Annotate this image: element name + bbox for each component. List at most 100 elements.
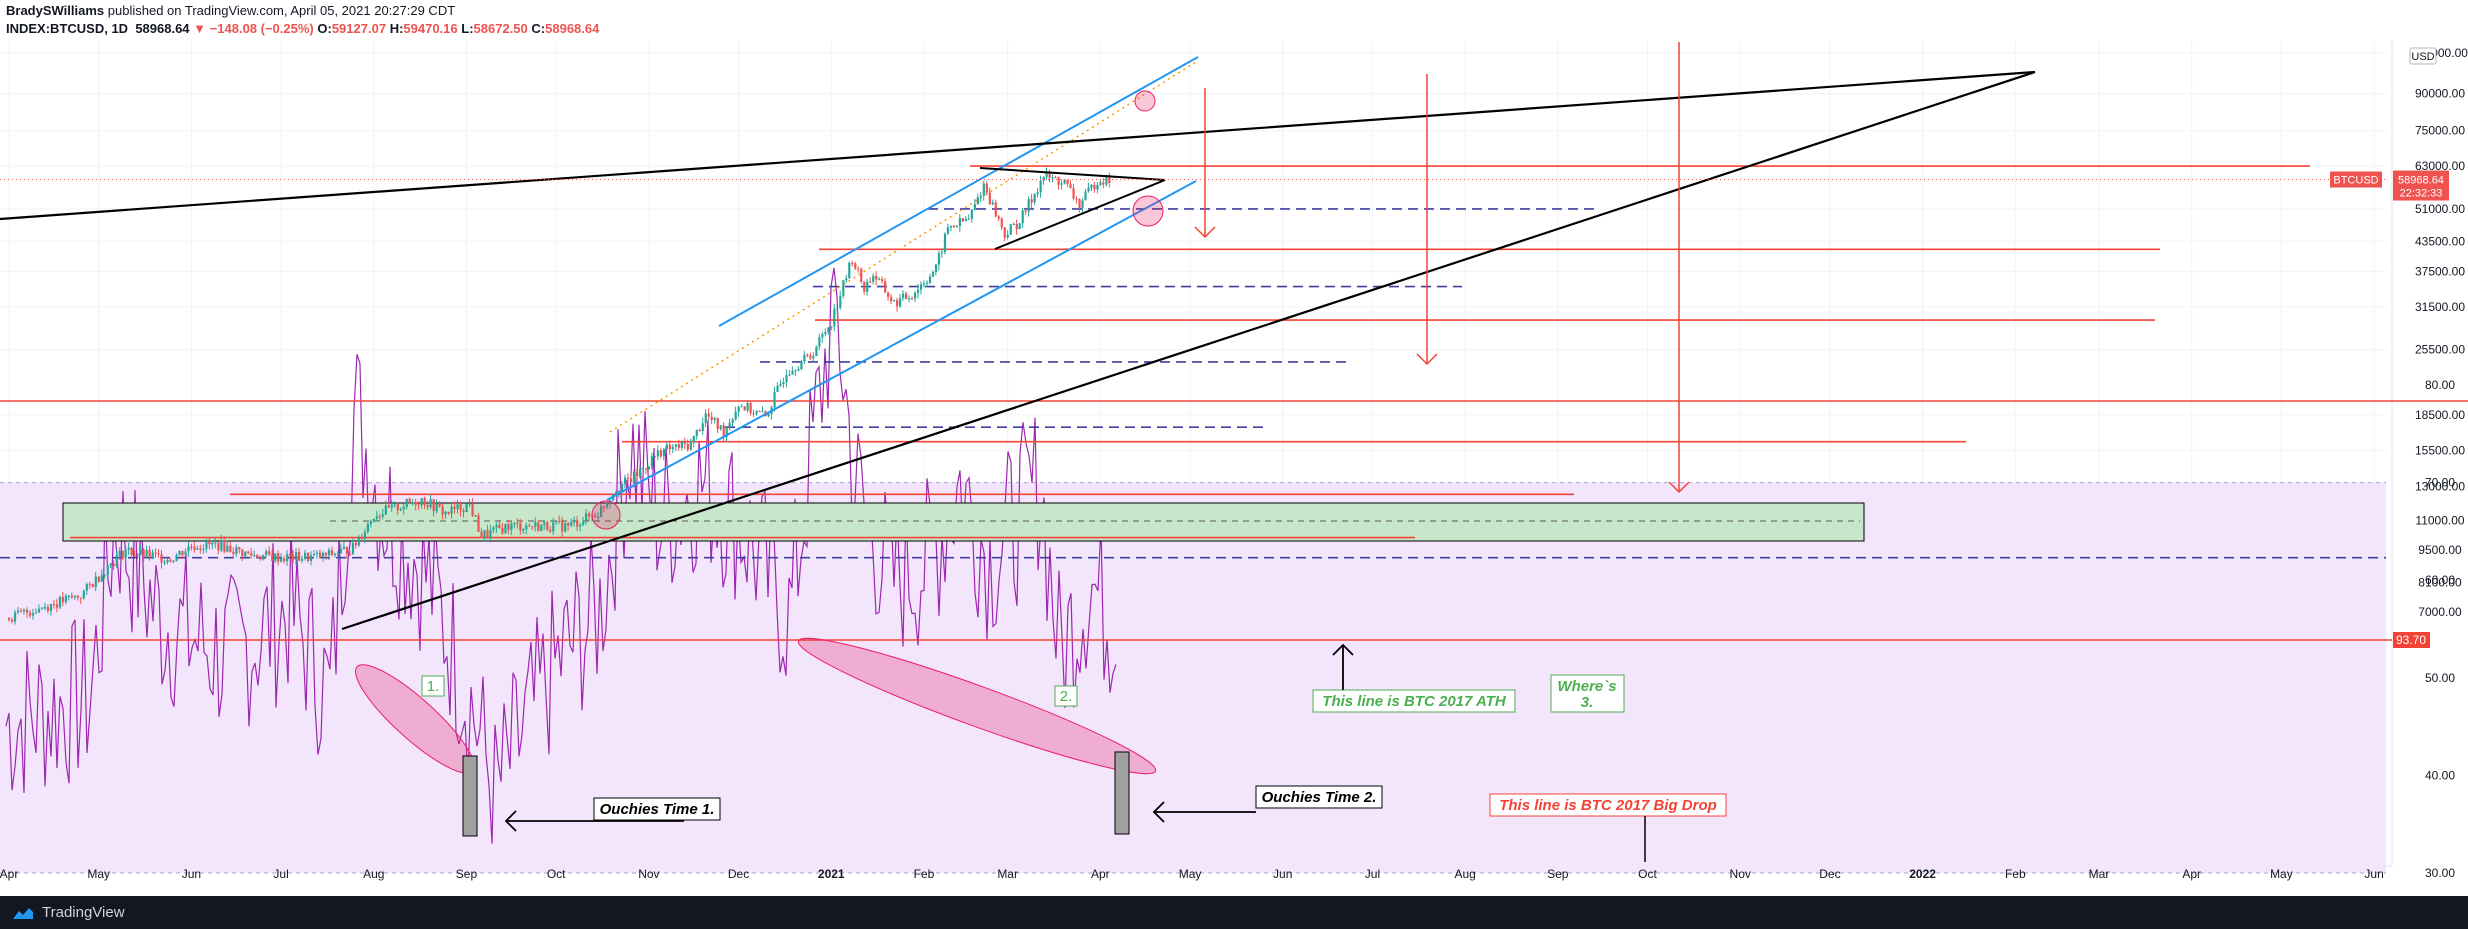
candle-body xyxy=(851,262,854,264)
candle-body xyxy=(468,503,471,505)
candle-body xyxy=(899,298,902,307)
candle-body xyxy=(683,441,686,444)
candle-body xyxy=(644,468,648,470)
candle-body xyxy=(854,263,857,269)
candle-body xyxy=(295,552,298,560)
candle-body xyxy=(507,524,510,530)
candle-body xyxy=(558,520,561,522)
price-tick-label: 90000.00 xyxy=(2415,87,2465,101)
symbol-tag xyxy=(2330,171,2382,188)
candle-body xyxy=(477,515,480,532)
candle-body xyxy=(312,554,316,556)
candle-body xyxy=(483,530,486,538)
candle-body xyxy=(498,524,501,529)
candle-body xyxy=(399,509,402,511)
candle-body xyxy=(411,502,414,504)
candle-body xyxy=(375,516,378,519)
candle-body xyxy=(973,204,976,210)
candle-body xyxy=(943,233,947,253)
candle-body xyxy=(307,552,310,561)
time-tick-label: Oct xyxy=(547,867,566,881)
candle-body xyxy=(674,444,677,447)
drop-bar xyxy=(1114,751,1130,835)
candle-body xyxy=(417,504,420,506)
candle-body xyxy=(519,523,522,531)
candle-body xyxy=(513,523,516,525)
candle-body xyxy=(474,515,477,517)
candle-body xyxy=(890,296,893,302)
chart-canvas[interactable]: 110000.0090000.0075000.0063000.0051000.0… xyxy=(0,0,2468,896)
candle-body xyxy=(905,293,908,299)
candle-body xyxy=(722,425,725,437)
candle-body xyxy=(594,515,597,518)
rsi-marker-tag xyxy=(2393,632,2430,648)
last-price-value: 58968.64 xyxy=(2398,175,2444,187)
candle-body xyxy=(280,558,283,562)
candle-body xyxy=(528,525,531,527)
candle-body xyxy=(459,504,462,511)
candle-body xyxy=(16,610,20,613)
candle-body xyxy=(1060,183,1063,185)
candle-body xyxy=(946,227,950,234)
time-tick-label: Aug xyxy=(363,867,384,881)
candle-body xyxy=(1084,191,1087,201)
time-tick-label: Feb xyxy=(2005,867,2026,881)
candle-body xyxy=(73,595,76,598)
candle-body xyxy=(958,218,962,227)
candle-body xyxy=(139,549,142,555)
candle-body xyxy=(961,218,965,222)
price-tick-label: 7000.00 xyxy=(2418,605,2462,619)
candle-body xyxy=(531,526,534,528)
candle-body xyxy=(620,484,624,492)
candle-body xyxy=(731,419,734,423)
publish-date: published on TradingView.com, April 05, … xyxy=(107,3,456,18)
candle-body xyxy=(309,555,313,561)
time-tick-label: Jul xyxy=(273,867,288,881)
candle-body xyxy=(893,300,896,302)
candle-body xyxy=(283,558,286,562)
candle-body xyxy=(1012,223,1015,225)
candle-body xyxy=(1045,172,1048,178)
candle-body xyxy=(585,513,588,523)
time-tick-label: Feb xyxy=(914,867,935,881)
rsi-tick-label: 50.00 xyxy=(2425,671,2455,685)
consolidation-zone xyxy=(62,502,1865,542)
candle-body xyxy=(70,595,73,598)
candle-body xyxy=(689,442,692,450)
candle-body xyxy=(100,575,103,582)
candle-body xyxy=(438,503,441,507)
candle-body xyxy=(875,275,878,280)
candle-body xyxy=(214,542,217,544)
candle-body xyxy=(812,356,815,359)
candle-body xyxy=(632,471,636,482)
candle-body xyxy=(501,528,504,534)
candle-body xyxy=(429,499,432,508)
time-tick-label: 2022 xyxy=(1909,867,1936,881)
rsi-band xyxy=(0,482,2386,873)
candle-body xyxy=(913,292,917,299)
candle-body xyxy=(384,505,387,515)
candle-body xyxy=(800,361,803,370)
channel-lower xyxy=(606,180,1197,501)
countdown-value: 22:32:33 xyxy=(2400,188,2443,200)
rsi-pane xyxy=(0,267,2386,874)
candle-body xyxy=(289,554,292,556)
candle-body xyxy=(869,281,872,283)
candle-body xyxy=(1072,188,1075,199)
target-circle xyxy=(591,500,621,530)
candle-body xyxy=(833,308,836,327)
candle-body xyxy=(220,540,223,551)
candle-body xyxy=(534,522,537,527)
candle-body xyxy=(653,456,657,458)
candle-body xyxy=(928,276,932,283)
candle-body xyxy=(617,491,621,493)
candle-body xyxy=(516,523,519,525)
candle-body xyxy=(1021,210,1024,224)
candle-body xyxy=(638,469,642,477)
brand[interactable]: TradingView xyxy=(12,904,125,921)
candle-body xyxy=(190,546,193,548)
candle-body xyxy=(821,333,824,338)
candle-body xyxy=(52,603,56,605)
candle-body xyxy=(253,554,256,556)
candle-body xyxy=(1033,194,1036,203)
